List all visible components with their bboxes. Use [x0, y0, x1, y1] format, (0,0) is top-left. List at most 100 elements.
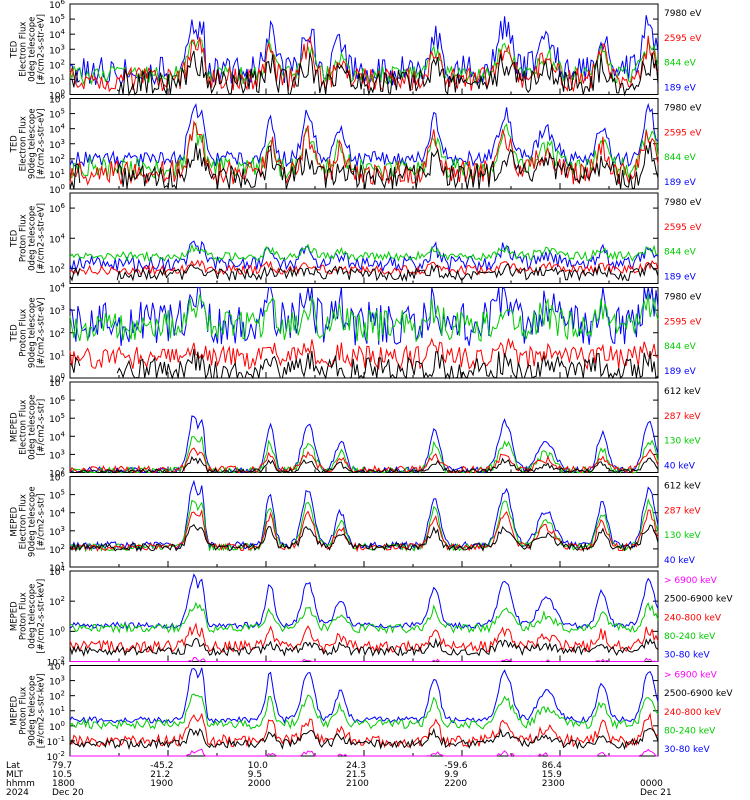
y-tick-exponent: 3	[61, 448, 65, 456]
legend-entry: > 6900 keV	[664, 671, 718, 681]
y-tick-base: 10	[49, 16, 61, 26]
y-tick-base: 10	[49, 678, 61, 688]
y-tick-base: 10	[49, 693, 61, 703]
y-tick-label: 102	[49, 543, 65, 556]
y-axis-label-line: Proton Flux	[19, 309, 29, 357]
y-tick-exponent: 5	[61, 108, 65, 116]
y-tick-exponent: 3	[61, 525, 65, 533]
y-tick-base: 10	[49, 46, 61, 56]
series-line	[69, 523, 659, 553]
y-tick-exponent: 1	[61, 561, 65, 569]
y-tick-exponent: 1	[61, 349, 65, 357]
y-axis-label-line: [#/cm2-s-str]	[37, 493, 47, 550]
legend-entry: 189 eV	[664, 367, 697, 377]
legend-entry: 844 eV	[664, 342, 697, 352]
y-tick-label: 104	[49, 430, 65, 443]
series-line	[69, 35, 659, 93]
y-tick-exponent: 2	[61, 690, 65, 698]
y-tick-exponent: 4	[61, 430, 66, 438]
y-tick-label: 104	[49, 282, 65, 295]
y-tick-base: 10	[49, 628, 61, 638]
y-tick-label: 104	[49, 123, 65, 136]
y-tick-label: 106	[49, 93, 65, 106]
x-tick-label-hhmm: 2200	[444, 779, 467, 789]
y-axis-label: MEPEDProton Flux0deg telescope[#/cm2-s-s…	[10, 579, 47, 654]
y-tick-exponent: -2	[58, 656, 65, 664]
series-line	[70, 656, 658, 663]
y-tick-base: 10	[49, 528, 61, 538]
y-axis-label-line: [#/cm2-s-str-eV]	[37, 14, 47, 84]
legend-entry: 2500-6900 keV	[664, 595, 733, 605]
legend-entry: 2595 eV	[664, 223, 702, 233]
series-line	[69, 447, 659, 474]
series-line	[69, 622, 659, 654]
x-tick-label-mlt: 10.5	[52, 770, 72, 780]
y-tick-label: 102	[49, 690, 65, 703]
y-axis-label: TEDProton Flux0deg telescope[#/cm2-s-str…	[10, 203, 47, 273]
y-tick-label: 106	[49, 394, 65, 407]
y-tick-base: 10	[49, 76, 61, 86]
y-tick-base: 10	[49, 31, 61, 41]
y-tick-base: 10	[49, 663, 61, 673]
x-tick-label-lat: 10.0	[248, 761, 268, 771]
y-tick-label: 101	[49, 561, 65, 574]
y-tick-base: 10	[49, 285, 61, 295]
y-tick-base: 10	[47, 659, 59, 669]
y-tick-label: 105	[49, 108, 65, 121]
y-tick-label: 100	[49, 372, 65, 385]
series-line	[69, 667, 659, 724]
y-tick-base: 10	[49, 415, 61, 425]
y-tick-exponent: 1	[61, 73, 65, 81]
y-tick-exponent: -2	[58, 750, 65, 758]
y-tick-exponent: 4	[61, 565, 66, 573]
y-tick-label: 102	[49, 467, 65, 480]
y-tick-label: 105	[49, 13, 65, 26]
y-tick-exponent: 0	[61, 720, 65, 728]
y-tick-exponent: 4	[61, 507, 66, 515]
y-tick-label: 103	[49, 448, 65, 461]
y-tick-exponent: 0	[61, 372, 65, 380]
legend-entry: 844 eV	[664, 153, 697, 163]
x-tick-label-hhmm: 2100	[346, 779, 369, 789]
y-tick-exponent: 4	[61, 123, 66, 131]
y-axis-label: TEDProton Flux90deg telescope[#/cm2-s-st…	[10, 297, 47, 368]
y-tick-base: 10	[49, 568, 61, 578]
y-axis-label-line: [#/cm2-s-str-keV]	[37, 579, 47, 654]
legend-entry: 2595 eV	[664, 128, 702, 138]
y-tick-label: 100	[49, 720, 65, 733]
x-tick-label-lat: 86.4	[542, 761, 562, 771]
y-tick-label: 10-2	[47, 656, 65, 669]
y-axis-label-line: 90deg telescope	[28, 675, 38, 746]
legend-entry: 240-800 keV	[664, 708, 722, 718]
y-tick-label: 106	[49, 202, 65, 215]
series-line	[70, 748, 658, 757]
y-tick-label: 102	[49, 58, 65, 71]
series-line	[69, 601, 659, 635]
legend-entry: 2595 eV	[664, 317, 702, 327]
y-tick-base: 10	[47, 753, 59, 763]
x-tick-label-hhmm: 2300	[542, 779, 565, 789]
legend-entry: > 6900 keV	[664, 576, 718, 586]
y-tick-base: 10	[49, 141, 61, 151]
y-tick-label: 104	[49, 232, 65, 245]
x-tick-label-mlt: 9.9	[444, 770, 459, 780]
panel-frame	[69, 381, 659, 473]
y-tick-base: 10	[49, 265, 61, 275]
y-axis-label-line: TED	[10, 229, 20, 248]
legend-entry: 40 keV	[664, 556, 696, 566]
y-tick-base: 10	[49, 375, 61, 385]
y-tick-exponent: 0	[61, 183, 65, 191]
y-tick-label: 103	[49, 138, 65, 151]
y-tick-base: 10	[49, 433, 61, 443]
legend-entry: 189 eV	[664, 178, 697, 188]
series-line	[69, 727, 659, 751]
y-tick-exponent: 3	[61, 138, 65, 146]
x-tick-label-mlt: 21.5	[346, 770, 366, 780]
